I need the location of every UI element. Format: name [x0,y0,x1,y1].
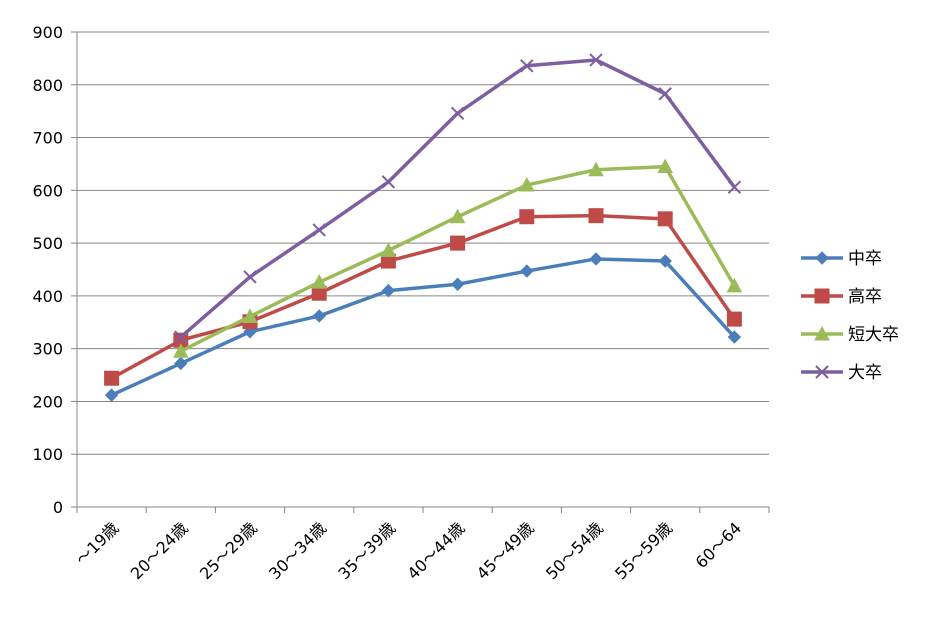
data-point [658,87,672,101]
data-point [172,343,189,358]
x-axis-tick-labels: ～19歳 20～24歳 25～29歳 30～34歳 35～39歳 40～44歳 45～49歳… [72,518,745,583]
data-point [381,283,396,298]
data-point [726,311,742,327]
data-point [657,158,674,174]
data-point [450,277,465,291]
data-point [449,208,466,224]
legend-label: 短大卒 [848,325,899,345]
data-point [381,175,396,189]
legend-label: 高卒 [848,287,882,307]
legend-label: 大卒 [848,363,882,383]
data-point [520,59,534,73]
legend-item: 高卒 [801,287,882,307]
data-point [311,274,328,289]
x-tick-label: 20～24歳 [127,518,192,583]
data-point [312,309,326,323]
legend-item: 大卒 [801,363,882,383]
series-4 [174,53,742,344]
y-tick-label: 200 [32,392,63,411]
y-tick-label: 500 [32,234,63,253]
x-tick-label: 35～39歳 [334,518,399,583]
data-point [518,177,535,192]
data-point [589,252,603,266]
series-3 [172,158,743,358]
y-tick-label: 700 [32,129,63,148]
y-tick-label: 800 [32,76,63,95]
y-axis-tick-labels: 0 100 200 300 400 500 600 700 800 900 [32,23,63,517]
y-tick-label: 300 [32,340,63,359]
data-point [657,211,673,227]
y-tick-label: 400 [32,287,63,306]
data-point [588,161,604,177]
data-point [727,180,742,194]
series-lines [104,53,743,402]
data-point [814,325,830,341]
series-line [109,257,737,397]
x-tick-label: 50～54歳 [542,518,607,583]
data-point [450,106,465,120]
series-line [109,213,737,380]
data-point [312,223,326,237]
data-point [726,277,743,293]
x-tick-label: 45～49歳 [473,518,538,583]
data-point [174,356,188,371]
x-tick-label: 30～34歳 [265,518,330,583]
y-tick-label: 600 [32,181,63,200]
legend-item: 中卒 [801,249,882,269]
data-point [588,208,604,224]
x-tick-label: 25～29歳 [196,518,261,583]
x-tick-label: 40～44歳 [404,518,469,583]
data-point [520,264,534,278]
gridlines [77,31,769,455]
data-point [104,388,119,402]
x-tick-label: ～19歳 [72,518,122,568]
data-point [814,288,830,304]
series-1 [104,252,742,402]
data-point [727,330,742,344]
data-point [450,235,466,251]
data-point [243,270,257,284]
data-point [104,370,120,386]
data-point [658,254,672,268]
x-tick-label: 60～64 [692,518,746,572]
data-point [242,308,258,323]
legend-label: 中卒 [848,249,882,269]
data-point [815,365,829,379]
data-point [519,209,535,225]
legend-item: 短大卒 [801,325,899,345]
y-tick-label: 100 [32,445,63,464]
x-tick-label: 55～59歳 [611,518,676,583]
data-point [380,242,397,257]
y-tick-label: 0 [53,498,63,517]
data-point [589,53,603,67]
series-2 [104,208,742,386]
y-tick-label: 900 [32,23,63,42]
data-point [815,251,829,265]
axes [71,31,770,513]
data-point [174,330,188,344]
